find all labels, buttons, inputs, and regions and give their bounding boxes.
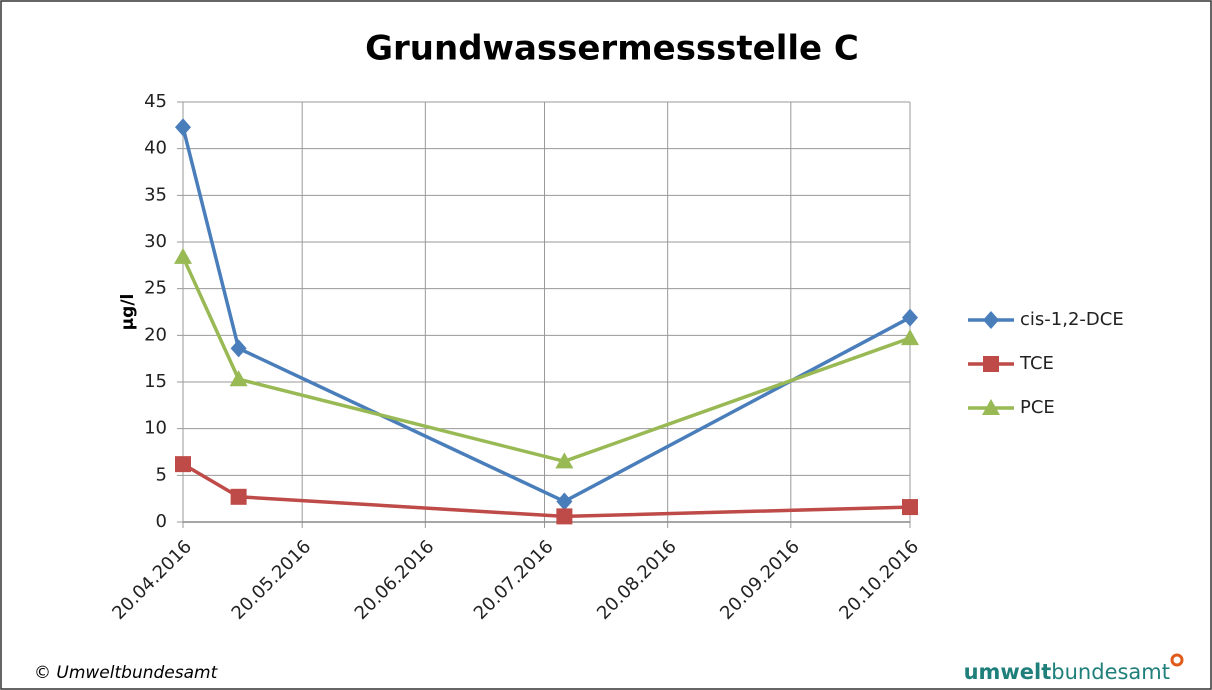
logo: umweltbundesamt	[964, 660, 1170, 684]
chart-title: Grundwassermessstelle C	[365, 29, 859, 69]
legend-label: TCE	[1019, 353, 1054, 374]
y-axis-label: µg/l	[118, 294, 138, 331]
marker	[555, 452, 574, 469]
marker	[230, 339, 247, 358]
copyright: © Umweltbundesamt	[34, 663, 219, 683]
y-tick-label: 10	[144, 418, 167, 439]
legend-label: cis-1,2-DCE	[1020, 309, 1124, 330]
marker	[175, 118, 191, 137]
marker	[229, 370, 248, 387]
marker	[983, 356, 999, 372]
marker	[902, 308, 918, 327]
series-line	[182, 462, 911, 519]
logo-bold: umwelt	[964, 660, 1052, 684]
y-tick-label: 25	[144, 278, 167, 299]
marker	[983, 311, 999, 329]
y-tick-label: 45	[144, 91, 167, 112]
marker	[556, 508, 573, 525]
marker	[175, 456, 191, 473]
marker	[230, 488, 247, 505]
y-tick-label: 0	[156, 511, 167, 532]
marker	[174, 247, 192, 264]
marker	[982, 399, 1000, 415]
logo-light: bundesamt	[1051, 660, 1170, 684]
series-line	[181, 256, 911, 464]
marker	[902, 499, 918, 516]
legend-label: PCE	[1020, 397, 1055, 418]
marker	[901, 329, 919, 346]
y-tick-label: 15	[144, 371, 167, 392]
y-tick-label: 20	[144, 324, 167, 345]
marker	[556, 492, 573, 511]
y-tick-label: 5	[156, 464, 167, 485]
series-line	[181, 126, 911, 504]
y-tick-label: 40	[144, 138, 167, 159]
y-tick-label: 35	[144, 184, 167, 205]
logo-icon	[1170, 653, 1184, 667]
y-tick-label: 30	[144, 231, 167, 252]
